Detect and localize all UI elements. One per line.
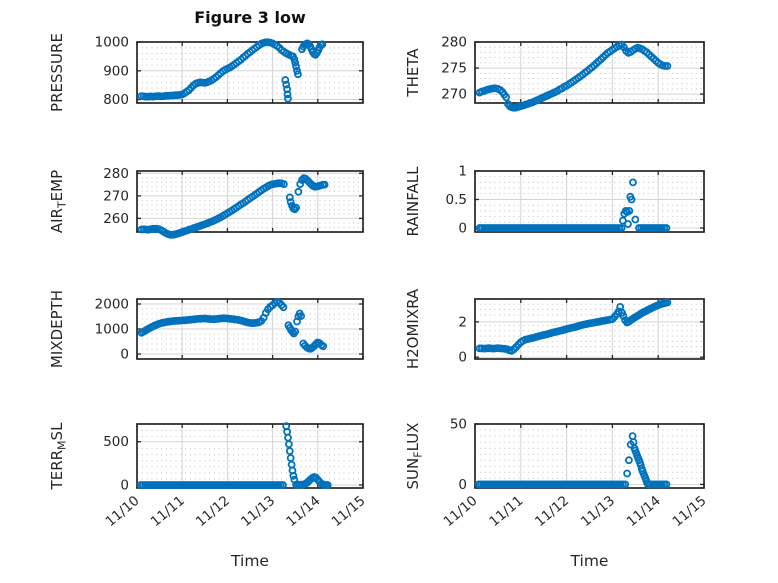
y-tick-labels: 02 [458, 314, 467, 365]
svg-text:11/14: 11/14 [624, 493, 664, 530]
tick-marks [474, 170, 705, 232]
subplot-h2omixra: 0 2 H2OMIXRA [380, 288, 714, 375]
subplot-svg: 270 275 280 THETA [404, 35, 705, 112]
tick-marks [474, 299, 705, 359]
svg-text:270: 270 [103, 188, 129, 204]
svg-text:11/12: 11/12 [532, 493, 572, 530]
svg-text:11/10: 11/10 [440, 493, 480, 530]
axes-box [474, 41, 705, 104]
y-axis-label: MIXDEPTH [48, 290, 66, 368]
svg-text:50: 50 [450, 417, 467, 433]
subplot-svg: 0 50 SUNFLUX 11/10 11/11 11/12 11/13 11/14 11/15… [404, 417, 710, 571]
x-axis-label: Time [570, 552, 609, 570]
svg-text:0: 0 [458, 350, 467, 366]
axes-box [136, 170, 364, 233]
minor-grid [137, 47, 363, 95]
major-grid [137, 299, 363, 359]
x-tick-labels: 11/10 11/11 11/12 11/13 11/14 11/15 [102, 493, 368, 530]
subplot-rainfall: 0 0.5 1 RAINFALL [380, 161, 714, 248]
major-grid [475, 171, 704, 232]
y-tick-labels: 800 900 1000 [95, 35, 129, 109]
svg-text:11/13: 11/13 [578, 493, 618, 530]
svg-text:11/10: 11/10 [102, 493, 142, 530]
subplot-mixdepth: 0 1000 2000 MIXDEPTH [42, 289, 373, 375]
y-axis-label: SUNFLUX [404, 423, 425, 490]
svg-text:0: 0 [458, 221, 467, 237]
svg-text:800: 800 [103, 92, 129, 108]
svg-text:0: 0 [120, 478, 129, 494]
svg-text:11/15: 11/15 [328, 493, 368, 530]
svg-text:0.5: 0.5 [446, 192, 467, 208]
subplot-svg: 0 500 TERRMSL 11/10 11/11 11/12 11/13 11/14 11/1… [48, 422, 369, 570]
y-axis-label: THETA [404, 48, 422, 98]
x-axis-label: Time [230, 552, 269, 570]
svg-text:0: 0 [120, 347, 129, 363]
svg-text:1000: 1000 [95, 322, 129, 338]
major-grid [137, 424, 363, 488]
tick-marks [474, 41, 705, 103]
axes-box [136, 423, 364, 489]
svg-text:270: 270 [441, 87, 467, 103]
y-axis-label: PRESSURE [48, 33, 66, 112]
data-series [137, 174, 329, 239]
data-series [474, 432, 671, 489]
y-tick-labels: 260 270 280 [103, 166, 129, 227]
data-series [475, 298, 672, 355]
y-axis-label: TERRMSL [48, 422, 69, 491]
tick-marks [136, 171, 364, 232]
minor-grid [475, 429, 704, 479]
minor-grid [475, 303, 704, 353]
svg-text:11/11: 11/11 [148, 493, 188, 530]
svg-text:1: 1 [458, 164, 467, 180]
data-series [136, 422, 332, 489]
svg-text:260: 260 [103, 211, 129, 227]
svg-text:11/12: 11/12 [193, 493, 233, 530]
svg-text:0: 0 [458, 477, 467, 493]
subplot-svg: 800 900 1000 PRESSURE [48, 33, 364, 112]
svg-text:275: 275 [441, 61, 467, 77]
y-tick-labels: 0 1000 2000 [95, 297, 129, 363]
svg-text:900: 900 [103, 63, 129, 79]
svg-text:1000: 1000 [95, 35, 129, 51]
svg-text:11/13: 11/13 [238, 493, 278, 530]
svg-text:2000: 2000 [95, 297, 129, 313]
svg-text:500: 500 [103, 434, 129, 450]
axes-box [136, 41, 364, 104]
y-axis-label: H2OMIXRA [404, 289, 422, 369]
svg-text:280: 280 [441, 35, 467, 51]
y-axis-label: AIRTEMP [48, 170, 69, 233]
y-tick-labels: 00.51 [446, 164, 467, 237]
svg-text:280: 280 [103, 166, 129, 182]
svg-text:2: 2 [458, 314, 467, 330]
subplot-svg: 0 1000 2000 MIXDEPTH [48, 290, 364, 368]
subplot-sun-flux: 0 50 SUNFLUX 11/10 11/11 11/12 11/13 11/14 11/15… [380, 414, 714, 583]
tick-marks [136, 299, 364, 359]
svg-text:11/14: 11/14 [283, 493, 323, 530]
subplot-theta: 270 275 280 THETA [380, 32, 714, 119]
subplot-terr-msl: 0 500 TERRMSL 11/10 11/11 11/12 11/13 11/14 11/1… [42, 414, 373, 583]
svg-text:11/15: 11/15 [669, 493, 709, 530]
data-series [137, 38, 327, 103]
subplot-svg: 260 270 280 AIRTEMP [48, 166, 364, 239]
y-axis-label: RAINFALL [404, 166, 422, 237]
subplot-air-temp: 260 270 280 AIRTEMP [42, 161, 373, 248]
figure-title: Figure 3 low [194, 8, 306, 27]
y-tick-labels: 270 275 280 [441, 35, 467, 103]
axes-box [474, 170, 705, 233]
tick-marks [136, 424, 364, 488]
y-tick-labels: 0 500 [103, 434, 129, 493]
data-series [475, 40, 672, 112]
svg-text:11/11: 11/11 [486, 493, 526, 530]
subplot-pressure: 800 900 1000 PRESSURE [42, 32, 373, 119]
data-series [475, 178, 671, 232]
axes-box [474, 298, 705, 360]
minor-grid [137, 430, 363, 480]
data-series [137, 297, 328, 353]
x-tick-labels: 11/10 11/11 11/12 11/13 11/14 11/15 [440, 493, 709, 530]
y-tick-labels: 0 50 [450, 417, 467, 493]
